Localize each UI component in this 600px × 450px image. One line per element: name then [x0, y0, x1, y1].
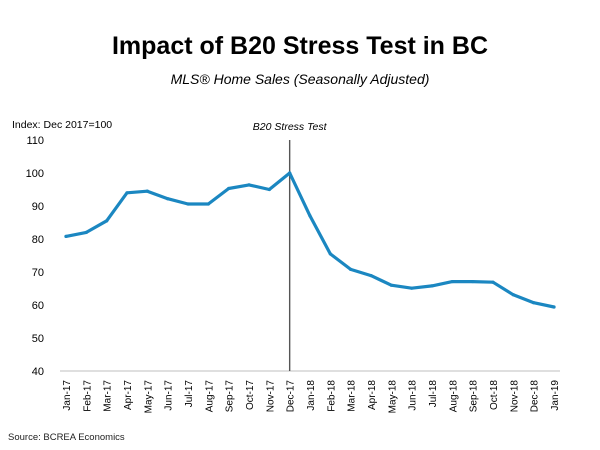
data-point [430, 284, 434, 288]
data-point [206, 202, 210, 206]
x-tick-label: Jun-18 [408, 380, 419, 411]
data-point [186, 202, 190, 206]
data-point [491, 280, 495, 284]
x-tick-label: Feb-17 [82, 380, 93, 412]
data-points [64, 171, 556, 309]
data-point [308, 214, 312, 218]
x-tick-label: Feb-18 [326, 380, 337, 412]
x-tick-label: Jan-18 [306, 380, 317, 411]
data-point [450, 279, 454, 284]
x-tick-label: Dec-18 [530, 380, 541, 413]
data-point [328, 252, 332, 256]
data-point [145, 189, 149, 193]
x-tick-label: Nov-17 [265, 380, 276, 413]
data-point [227, 186, 231, 191]
y-tick-label: 80 [32, 234, 44, 246]
x-tick-label: Aug-17 [204, 380, 215, 413]
x-tick-label: Apr-17 [123, 380, 134, 410]
x-tick-label: Aug-18 [448, 380, 459, 413]
x-tick-label: Nov-18 [509, 380, 520, 413]
y-tick-label: 90 [32, 201, 44, 213]
data-point [532, 301, 536, 305]
data-point [410, 286, 414, 290]
data-point [471, 279, 475, 284]
y-tick-label: 60 [32, 300, 44, 312]
chart-title: Impact of B20 Stress Test in BC [111, 32, 489, 60]
stress-test-annotation: B20 Stress Test [253, 121, 328, 133]
x-tick-label: Oct-18 [489, 380, 500, 410]
x-tick-label: Jan-19 [550, 380, 561, 411]
x-tick-label: Apr-18 [367, 380, 378, 410]
x-tick-label: Jun-17 [164, 380, 175, 411]
x-tick-label: May-18 [387, 380, 398, 414]
data-point [105, 219, 109, 223]
data-point [166, 197, 170, 201]
data-point [389, 283, 393, 287]
y-axis-label: Index: Dec 2017=100 [12, 119, 112, 131]
source-note: Source: BCREA Economics [8, 432, 125, 443]
x-tick-label: Sep-17 [225, 380, 236, 413]
y-tick-label: 50 [32, 333, 44, 345]
data-point [288, 171, 292, 175]
x-tick-label: Sep-18 [469, 380, 480, 413]
data-point [125, 191, 129, 195]
x-tick-label: Jan-17 [62, 380, 73, 411]
x-tick-label: Jul-17 [184, 380, 195, 408]
x-tick-label: Dec-17 [286, 380, 297, 413]
home-sales-series-line [64, 171, 556, 309]
data-point [267, 187, 271, 192]
data-point [349, 267, 353, 271]
x-tick-label: May-17 [143, 380, 154, 414]
y-tick-label: 40 [32, 366, 44, 378]
y-tick-label: 100 [26, 168, 44, 180]
data-point [64, 234, 68, 238]
x-tick-label: Mar-17 [103, 380, 114, 412]
y-axis: 40 50 60 70 80 90 100 110 [26, 135, 44, 378]
data-point [369, 274, 373, 278]
data-point [247, 183, 251, 187]
data-point [84, 230, 88, 234]
data-point [511, 293, 515, 297]
x-tick-label: Oct-17 [245, 380, 256, 410]
chart-subtitle: MLS® Home Sales (Seasonally Adjusted) [170, 71, 430, 87]
y-tick-label: 110 [26, 135, 44, 147]
x-tick-label: Mar-18 [347, 380, 358, 412]
x-tick-label: Jul-18 [428, 380, 439, 408]
x-axis: Jan-17 Feb-17 Mar-17 Apr-17 May-17 Jun-17 Jul-… [62, 380, 561, 414]
data-point [552, 305, 556, 309]
y-tick-label: 70 [32, 267, 44, 279]
